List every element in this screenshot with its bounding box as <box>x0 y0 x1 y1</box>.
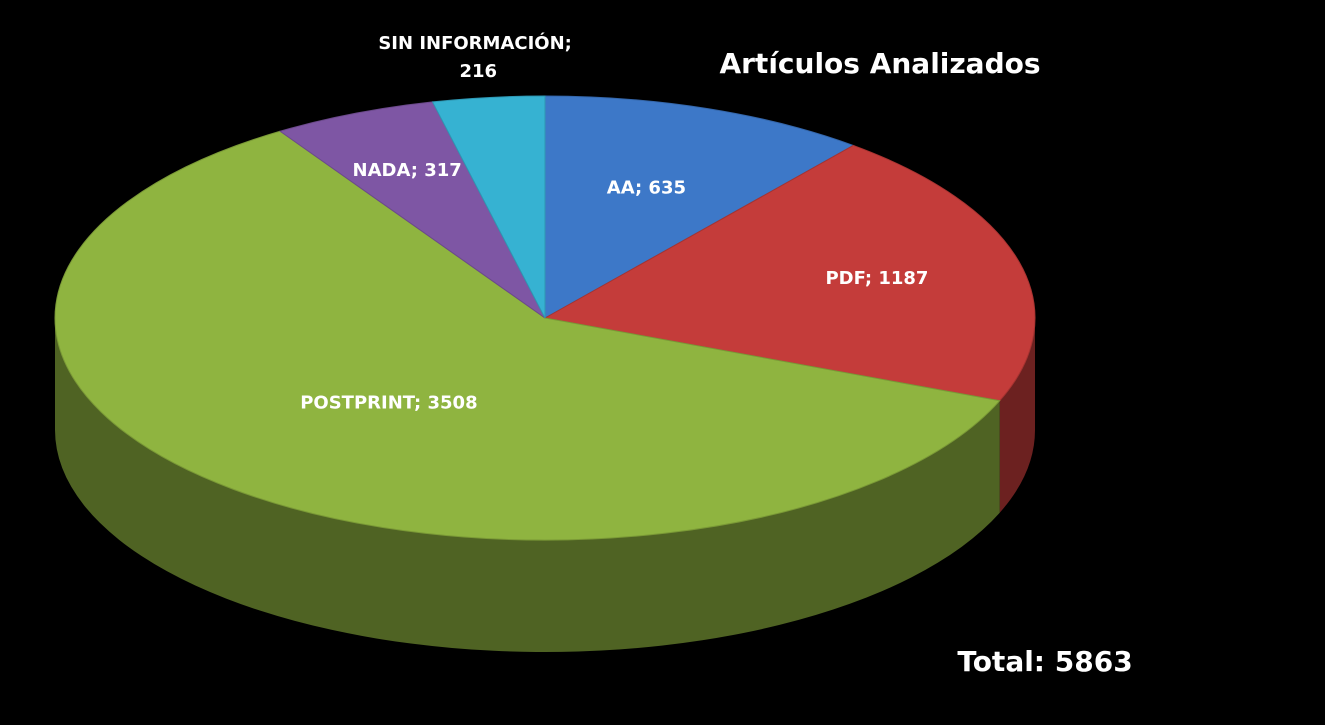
total-annotation: Total: 5863 <box>957 645 1132 678</box>
pie-slice <box>544 95 855 319</box>
chart-title: Artículos Analizados <box>719 47 1040 80</box>
data-label: AA; 635 <box>607 177 686 198</box>
pie-tops <box>54 95 1036 541</box>
pie-slice <box>431 95 546 319</box>
data-label: POSTPRINT; 3508 <box>300 393 477 414</box>
pie-slice <box>278 101 546 319</box>
slice-side <box>999 318 1035 513</box>
data-label: PDF; 1187 <box>825 268 928 289</box>
pie-slice <box>54 130 1001 541</box>
data-label: NADA; 317 <box>353 160 462 181</box>
slice-side <box>55 318 1000 652</box>
pie-labels: AA; 635 PDF; 1187 POSTPRINT; 3508 NADA; 317… <box>300 32 928 414</box>
data-label: SIN INFORMACIÓN; 216 <box>378 32 578 82</box>
pie-slice <box>543 144 1036 402</box>
pie-sides <box>55 318 1035 652</box>
